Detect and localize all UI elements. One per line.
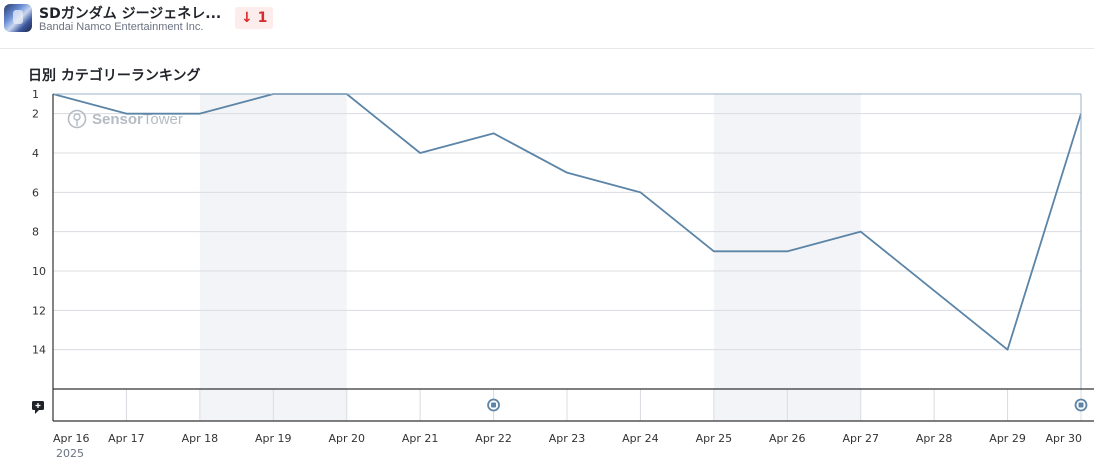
weekend-shade-1 <box>713 94 861 421</box>
ranking-line-0[interactable] <box>52 93 1082 351</box>
arrow-down-icon: ↓ <box>241 10 253 26</box>
y-tick-label: 10 <box>32 265 46 278</box>
x-tick-label: Apr 22 <box>475 432 512 445</box>
y-tick-label: 2 <box>32 108 39 121</box>
x-tick-label: Apr 23 <box>549 432 586 445</box>
y-tick-label: 14 <box>32 344 46 357</box>
rank-change-value: 1 <box>257 10 268 26</box>
game-app-icon[interactable] <box>4 4 32 32</box>
y-tick-label: 8 <box>32 226 39 239</box>
x-tick-label: Apr 16 <box>53 432 90 445</box>
app-title[interactable]: SDガンダム ジージェネレ... <box>39 6 222 22</box>
y-tick-label: 6 <box>32 186 39 199</box>
svg-text:SensorTower: SensorTower <box>92 111 183 128</box>
chart-title: 日別 カテゴリーランキング <box>28 68 201 84</box>
x-tick-label: Apr 20 <box>328 432 365 445</box>
x-tick-label: Apr 29 <box>989 432 1026 445</box>
x-tick-label: Apr 30 <box>1045 432 1082 445</box>
x-tick-label: Apr 21 <box>402 432 439 445</box>
y-tick-label: 1 <box>32 88 39 101</box>
year-label: 2025 <box>56 447 84 460</box>
app-header: SDガンダム ジージェネレ... Bandai Namco Entertainm… <box>0 0 1094 49</box>
weekend-shade-0 <box>199 94 347 421</box>
sensor-tower-watermark: SensorTower <box>67 109 183 129</box>
x-tick-label: Apr 17 <box>108 432 145 445</box>
watermark-tower: Tower <box>143 111 183 128</box>
annotation-icon[interactable] <box>32 401 44 414</box>
watermark-sensor: Sensor <box>92 111 143 128</box>
event-marker-icon[interactable] <box>487 398 500 412</box>
x-tick-label: Apr 27 <box>842 432 879 445</box>
x-tick-label: Apr 26 <box>769 432 806 445</box>
y-tick-label: 4 <box>32 147 39 160</box>
x-tick-label: Apr 28 <box>916 432 953 445</box>
rank-change-badge: ↓ 1 <box>235 7 274 29</box>
x-tick-label: Apr 25 <box>696 432 733 445</box>
x-tick-label: Apr 18 <box>182 432 219 445</box>
app-developer[interactable]: Bandai Namco Entertainment Inc. <box>39 21 204 33</box>
x-tick-label: Apr 24 <box>622 432 659 445</box>
event-marker-icon[interactable] <box>1074 398 1088 412</box>
x-tick-label: Apr 19 <box>255 432 292 445</box>
y-tick-label: 12 <box>32 304 46 317</box>
